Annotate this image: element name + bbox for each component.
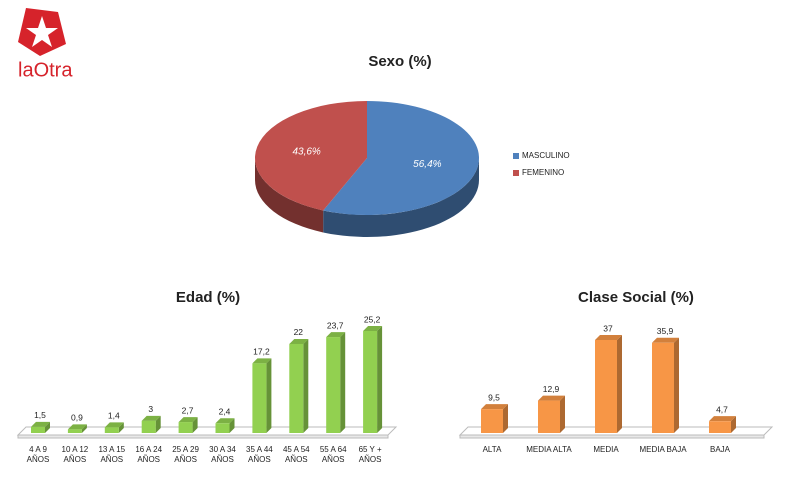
bar-top bbox=[252, 358, 272, 364]
logo-star bbox=[26, 16, 58, 47]
bar bbox=[178, 422, 193, 433]
bar-top bbox=[289, 338, 309, 344]
bar bbox=[252, 363, 267, 433]
data-label: 37 bbox=[603, 323, 613, 333]
bar bbox=[141, 420, 156, 433]
data-label: 17,2 bbox=[253, 347, 270, 357]
bar bbox=[215, 423, 230, 433]
data-label: 1,4 bbox=[108, 411, 120, 421]
bar-side bbox=[674, 337, 679, 433]
x-tick-label: 35 A 44 AÑOS bbox=[246, 445, 273, 464]
x-tick-label: 55 A 64 AÑOS bbox=[319, 445, 347, 464]
legend-label: MASCULINO bbox=[522, 151, 570, 160]
floor-front bbox=[17, 434, 389, 439]
x-tick-label: 10 A 12 AÑOS bbox=[61, 445, 89, 464]
bar bbox=[289, 343, 304, 433]
bar bbox=[31, 426, 45, 433]
bar bbox=[363, 331, 378, 433]
data-label: 23,7 bbox=[327, 320, 344, 330]
data-label: 2,4 bbox=[219, 407, 231, 417]
x-tick-label: 4 A 9 AÑOS bbox=[26, 445, 50, 464]
bar-side bbox=[303, 338, 309, 433]
data-label: 4,7 bbox=[716, 404, 728, 414]
data-label: 9,5 bbox=[488, 392, 500, 402]
bar bbox=[67, 429, 82, 433]
data-label: 2,7 bbox=[182, 405, 194, 415]
bar-top bbox=[481, 404, 508, 410]
bar-side bbox=[340, 332, 346, 433]
chart-title: Edad (%) bbox=[176, 289, 240, 306]
bar-top bbox=[538, 395, 565, 401]
bar-top bbox=[31, 421, 50, 427]
pie-slice bbox=[255, 101, 367, 211]
bar-side bbox=[45, 421, 50, 433]
bar bbox=[326, 337, 341, 433]
x-tick-label: 30 A 34 AÑOS bbox=[209, 445, 236, 464]
bar-side bbox=[560, 395, 565, 433]
bar bbox=[709, 421, 731, 433]
x-tick-label: 16 A 24 AÑOS bbox=[135, 445, 163, 464]
chart-title: Sexo (%) bbox=[368, 53, 431, 70]
x-tick-label: 45 A 54 AÑOS bbox=[282, 445, 310, 464]
bar-side bbox=[266, 358, 272, 433]
data-label: 0,9 bbox=[71, 413, 83, 423]
chart-title: Clase Social (%) bbox=[578, 289, 694, 306]
data-label: 35,9 bbox=[657, 326, 674, 336]
x-tick-label: 13 A 15 AÑOS bbox=[98, 445, 126, 464]
x-tick-label: BAJA bbox=[709, 445, 730, 454]
bar-top bbox=[595, 335, 622, 340]
data-label: 25,2 bbox=[364, 314, 381, 324]
x-tick-label: 65 Y + AÑOS bbox=[358, 445, 382, 464]
logo-mark bbox=[18, 8, 66, 56]
data-label: 56,4% bbox=[413, 159, 441, 170]
data-label: 3 bbox=[148, 404, 153, 414]
bar-top bbox=[709, 416, 736, 422]
x-tick-label: MEDIA BAJA bbox=[639, 445, 687, 454]
pie-slice bbox=[323, 101, 479, 216]
bar bbox=[538, 400, 560, 433]
bar bbox=[595, 340, 617, 433]
bar-side bbox=[81, 424, 87, 433]
bar-side bbox=[192, 417, 198, 433]
bar-side bbox=[377, 326, 383, 433]
bar bbox=[652, 342, 674, 433]
bar-top bbox=[215, 418, 235, 424]
data-label: 1,5 bbox=[34, 410, 46, 420]
x-tick-label: MEDIA bbox=[593, 445, 619, 454]
legend-swatch bbox=[513, 153, 519, 159]
bar-side bbox=[731, 416, 736, 433]
bar bbox=[104, 427, 119, 433]
bar-top bbox=[326, 332, 346, 338]
bar-top bbox=[141, 415, 161, 421]
bar bbox=[481, 409, 503, 433]
x-tick-label: ALTA bbox=[482, 445, 502, 454]
bar-top bbox=[104, 422, 124, 428]
bar-top bbox=[363, 326, 383, 331]
bar-side bbox=[617, 335, 622, 433]
x-tick-label: 25 A 29 AÑOS bbox=[172, 445, 199, 464]
data-label: 22 bbox=[294, 327, 304, 337]
bar-top bbox=[178, 417, 198, 423]
data-label: 43,6% bbox=[292, 146, 320, 157]
legend-swatch bbox=[513, 170, 519, 176]
bar-side bbox=[229, 418, 235, 433]
bar-side bbox=[155, 415, 161, 433]
x-tick-label: MEDIA ALTA bbox=[526, 445, 572, 454]
logo-text: laOtra bbox=[18, 59, 73, 81]
pie-side bbox=[255, 158, 324, 233]
bar-top bbox=[67, 424, 87, 430]
legend-label: FEMENINO bbox=[522, 168, 564, 177]
bar-side bbox=[503, 404, 508, 433]
bar-side bbox=[118, 422, 124, 433]
data-label: 12,9 bbox=[543, 384, 560, 394]
bar-top bbox=[652, 337, 679, 343]
pie-side bbox=[323, 158, 479, 237]
floor-front bbox=[459, 434, 765, 439]
